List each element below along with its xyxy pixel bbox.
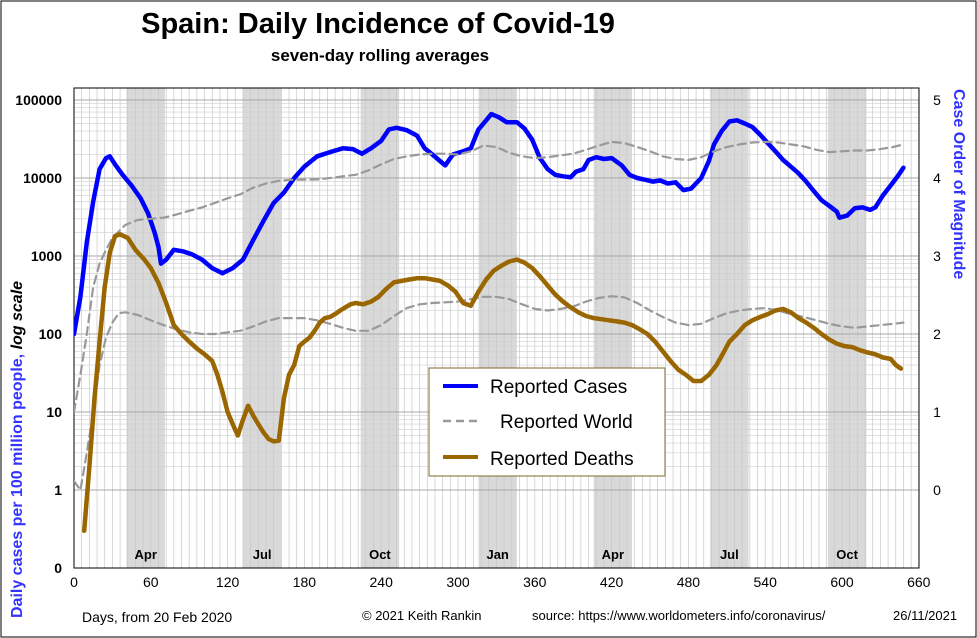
x-tick-label: 660 bbox=[907, 574, 931, 590]
chart-title: Spain: Daily Incidence of Covid-19 bbox=[141, 8, 615, 40]
x-tick-label: 120 bbox=[216, 574, 240, 590]
y-tick-label: 100000 bbox=[15, 92, 62, 108]
series-line-3 bbox=[81, 232, 904, 534]
y-axis-title: Daily cases per 100 million people, log … bbox=[9, 281, 26, 618]
month-label: Jan bbox=[486, 547, 508, 562]
month-label: Jul bbox=[720, 547, 739, 562]
y-tick-label: 10000 bbox=[23, 170, 62, 186]
chart-subtitle: seven-day rolling averages bbox=[271, 46, 489, 65]
month-label: Oct bbox=[836, 547, 858, 562]
month-label: Apr bbox=[602, 547, 624, 562]
x-tick-labels: 0 60 120 180 240 300 360 420 480 540 600 660 bbox=[70, 574, 931, 590]
right-axis-title: Case Order of Magnitude bbox=[950, 89, 967, 279]
x-tick-label: 480 bbox=[677, 574, 701, 590]
right-tick-label: 5 bbox=[933, 92, 941, 108]
x-tick-label: 0 bbox=[70, 574, 78, 590]
right-tick-labels: 0 1 2 3 4 5 bbox=[933, 92, 941, 498]
legend-label-deaths: Reported Deaths bbox=[490, 449, 634, 470]
y-axis-title-main: Daily cases per 100 million people, bbox=[9, 354, 26, 618]
right-tick-label: 4 bbox=[933, 170, 941, 186]
x-tick-label: 600 bbox=[830, 574, 854, 590]
y-tick-label: 0 bbox=[54, 560, 62, 576]
footer-copyright: © 2021 Keith Rankin bbox=[362, 608, 481, 623]
legend-label-cases: Reported Cases bbox=[490, 377, 627, 398]
month-band-0 bbox=[126, 88, 165, 568]
month-band-2 bbox=[360, 88, 400, 568]
footer-source: source: https://www.worldometers.info/co… bbox=[532, 608, 826, 623]
right-tick-label: 3 bbox=[933, 248, 941, 264]
y-tick-label: 1 bbox=[54, 482, 62, 498]
y-tick-label: 100 bbox=[39, 326, 63, 342]
y-tick-label: 1000 bbox=[31, 248, 62, 264]
legend-label-world: Reported World bbox=[500, 412, 633, 433]
month-label: Jul bbox=[253, 547, 272, 562]
x-tick-label: 240 bbox=[370, 574, 394, 590]
right-tick-label: 0 bbox=[933, 482, 941, 498]
series-group bbox=[74, 111, 906, 534]
y-axis-title-log: log scale bbox=[9, 281, 26, 354]
right-tick-label: 2 bbox=[933, 326, 941, 342]
x-tick-label: 180 bbox=[293, 574, 317, 590]
month-band-3 bbox=[478, 88, 517, 568]
right-tick-label: 1 bbox=[933, 404, 941, 420]
x-tick-label: 300 bbox=[446, 574, 470, 590]
x-tick-label: 540 bbox=[754, 574, 778, 590]
series-line-2 bbox=[74, 295, 905, 492]
series-line-1 bbox=[74, 140, 905, 414]
y-tick-labels: 0 1 10 100 1000 10000 100000 bbox=[15, 92, 62, 576]
x-tick-label: 360 bbox=[523, 574, 547, 590]
x-tick-label: 60 bbox=[143, 574, 159, 590]
footer-date: 26/11/2021 bbox=[893, 608, 957, 623]
month-label: Apr bbox=[134, 547, 156, 562]
series-line-0 bbox=[74, 111, 906, 337]
legend: Reported Cases Reported World Reported D… bbox=[428, 367, 666, 477]
month-labels: Apr Jul Oct Jan Apr Jul Oct bbox=[134, 547, 858, 562]
y-tick-label: 10 bbox=[46, 404, 62, 420]
x-axis-title: Days, from 20 Feb 2020 bbox=[82, 609, 232, 625]
x-tick-label: 420 bbox=[600, 574, 624, 590]
month-label: Oct bbox=[369, 547, 391, 562]
subtitle-bg bbox=[230, 41, 520, 67]
